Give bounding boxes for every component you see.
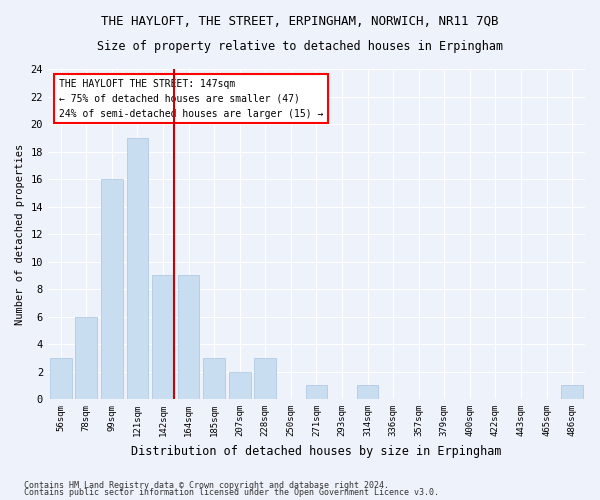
Bar (152, 276, 174, 399)
Bar (50, 358, 71, 399)
Text: Contains HM Land Registry data © Crown copyright and database right 2024.: Contains HM Land Registry data © Crown c… (24, 480, 389, 490)
Bar (101, 179, 123, 399)
Bar (254, 358, 276, 399)
Text: Size of property relative to detached houses in Erpingham: Size of property relative to detached ho… (97, 40, 503, 53)
Bar (305, 386, 328, 399)
Y-axis label: Number of detached properties: Number of detached properties (15, 144, 25, 324)
Text: Contains public sector information licensed under the Open Government Licence v3: Contains public sector information licen… (24, 488, 439, 497)
Bar (357, 386, 379, 399)
Bar (203, 358, 225, 399)
Bar (178, 276, 199, 399)
Bar (76, 316, 97, 399)
Bar (562, 386, 583, 399)
Bar (127, 138, 148, 399)
X-axis label: Distribution of detached houses by size in Erpingham: Distribution of detached houses by size … (131, 444, 502, 458)
Text: THE HAYLOFT THE STREET: 147sqm
← 75% of detached houses are smaller (47)
24% of : THE HAYLOFT THE STREET: 147sqm ← 75% of … (59, 79, 323, 118)
Bar (229, 372, 251, 399)
Text: THE HAYLOFT, THE STREET, ERPINGHAM, NORWICH, NR11 7QB: THE HAYLOFT, THE STREET, ERPINGHAM, NORW… (101, 15, 499, 28)
